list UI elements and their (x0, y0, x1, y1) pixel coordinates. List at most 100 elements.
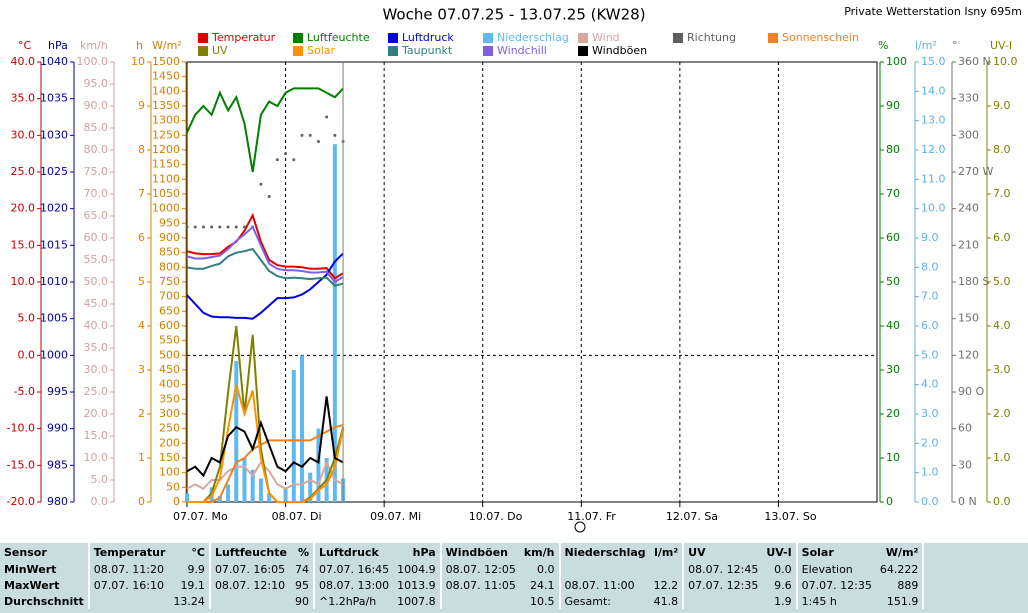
table-cell (683, 593, 762, 609)
table-unit: km/h (519, 543, 561, 561)
y-tick-label: 20.0 (11, 202, 36, 215)
y-tick-label: 90 O (958, 385, 984, 398)
y-tick-label: 2 (138, 407, 145, 420)
y-tick-label: 5 (138, 275, 145, 288)
y-tick-label: 200 (159, 436, 180, 449)
precip-bar (217, 496, 222, 502)
legend-swatch (483, 46, 493, 56)
table-cell: Elevation (801, 562, 853, 576)
y-tick-label: 1000 (152, 202, 180, 215)
y-tick-label: 210 (958, 238, 979, 251)
legend-label: Luftdruck (402, 31, 454, 44)
table-header: Luftfeuchte (214, 545, 287, 559)
legend-swatch (388, 33, 398, 43)
y-tick-label: 60 (886, 231, 900, 244)
legend-swatch (293, 46, 303, 56)
table-header: Sensor (0, 543, 90, 561)
series-line (187, 424, 344, 503)
axis-title: UV-I (990, 39, 1012, 52)
direction-dot (316, 139, 320, 143)
direction-dot (210, 225, 214, 229)
axis-title: ° (952, 39, 958, 52)
y-tick-label: 9 (138, 99, 145, 112)
y-tick-label: 35.0 (84, 341, 109, 354)
table-value: 1004.9 (393, 561, 442, 577)
axis-title: h (136, 39, 143, 52)
y-tick-label: 300 (159, 407, 180, 420)
y-tick-label: 10.0 (993, 55, 1018, 68)
y-tick-label: 30 (958, 458, 972, 471)
y-tick-label: 700 (159, 290, 180, 303)
y-tick-label: 0.0 (18, 348, 36, 361)
y-tick-label: 450 (159, 363, 180, 376)
table-value (649, 561, 685, 577)
axis-title: km/h (80, 39, 108, 52)
table-value: 1.9 (762, 593, 798, 609)
legend-label: Luftfeuchte (307, 31, 370, 44)
row-label: MaxWert (0, 577, 90, 593)
y-tick-label: 95.0 (84, 77, 109, 90)
table-value: 9.9 (169, 561, 211, 577)
table-header: Temperatur (93, 545, 166, 559)
precip-bar (185, 493, 189, 502)
y-tick-label: 100 (159, 466, 180, 479)
y-tick-label: -20.0 (7, 495, 35, 508)
y-tick-label: 1040 (40, 55, 68, 68)
y-tick-label: 240 (958, 202, 979, 215)
row-label: MinWert (0, 561, 90, 577)
y-tick-label: -15.0 (7, 458, 35, 471)
y-tick-label: 5.0 (91, 473, 109, 486)
legend-swatch (388, 46, 398, 56)
legend-swatch (198, 46, 208, 56)
y-tick-label: 1005 (40, 312, 68, 325)
legend-swatch (483, 33, 493, 43)
direction-dot (218, 225, 222, 229)
y-tick-label: 0.0 (993, 495, 1011, 508)
y-tick-label: 60 (958, 422, 972, 435)
legend-label: Temperatur (211, 31, 276, 44)
axis-title: % (878, 39, 888, 52)
y-tick-label: 1015 (40, 238, 68, 251)
direction-dot (284, 152, 288, 156)
y-tick-label: 12.0 (921, 143, 946, 156)
legend-label: Sonnenschein (782, 31, 859, 44)
y-tick-label: 120 (958, 348, 979, 361)
y-tick-label: 4.0 (993, 319, 1011, 332)
series-line (186, 396, 344, 478)
y-tick-label: 9.0 (921, 231, 939, 244)
table-header: UV (688, 545, 706, 559)
legend-label: Niederschlag (497, 31, 569, 44)
table-value: 0.0 (762, 561, 798, 577)
table-cell: 07.07. 16:05 (214, 562, 286, 576)
table-value: 889 (875, 577, 925, 593)
y-tick-label: 7.0 (921, 290, 939, 303)
table-unit: % (290, 543, 315, 561)
table-cell: 08.07. 12:45 (688, 562, 759, 576)
y-tick-label: 6.0 (921, 319, 939, 332)
y-tick-label: 60.0 (84, 231, 109, 244)
legend-swatch (673, 33, 683, 43)
y-tick-label: 250 (159, 422, 180, 435)
precip-bar (332, 144, 337, 502)
table-value: 19.1 (169, 577, 211, 593)
y-tick-label: 25.0 (11, 165, 36, 178)
y-tick-label: 400 (159, 378, 180, 391)
y-tick-label: 990 (47, 422, 68, 435)
y-tick-label: 330 (958, 92, 979, 105)
table-value: 1013.9 (393, 577, 442, 593)
precip-bar (258, 478, 263, 502)
x-tick-label: 08.07. Di (272, 510, 322, 523)
y-tick-label: 30.0 (11, 128, 36, 141)
table-cell (441, 593, 520, 609)
y-tick-label: 150 (958, 312, 979, 325)
axis-title: °C (18, 39, 32, 52)
table-unit: hPa (393, 543, 442, 561)
plot-area (186, 61, 878, 503)
y-tick-label: 10.0 (84, 451, 109, 464)
table-unit: UV-I (762, 543, 798, 561)
legend-label: Solar (307, 44, 336, 57)
y-tick-label: 985 (47, 458, 68, 471)
y-tick-label: 6 (138, 231, 145, 244)
legend-swatch (768, 33, 778, 43)
y-tick-label: 300 (958, 128, 979, 141)
